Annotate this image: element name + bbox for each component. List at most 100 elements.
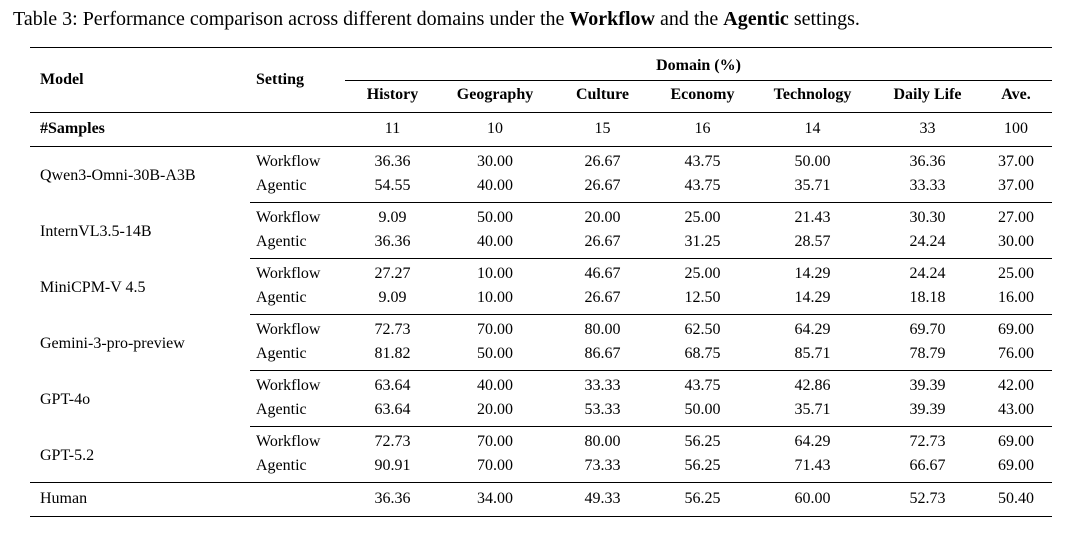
model-group: GPT-4o Workflow 63.64 40.00 33.33 43.75 42.86 3… (30, 370, 1053, 427)
value-cell: 56.25 (655, 482, 750, 517)
header-row-domains: History Geography Culture Economy Techno… (30, 80, 1053, 113)
samples-value: 33 (875, 112, 980, 147)
value-cell: 66.67 (909, 457, 946, 474)
column-header-geography: Geography (440, 80, 550, 113)
value-cell: 26.67 (584, 177, 621, 194)
value-cell: 20.00 (550, 202, 655, 230)
value-cell: 36.36 (374, 233, 411, 250)
value-cell: 9.09 (378, 289, 407, 306)
value-cell: 25.00 (980, 258, 1053, 286)
model-name: Human (30, 482, 250, 517)
column-header-history: History (345, 80, 440, 113)
value-cell: 46.67 (550, 258, 655, 286)
value-cell: 53.33 (584, 401, 621, 418)
value-cell: 43.75 (684, 177, 721, 194)
value-cell: 35.71 (794, 401, 831, 418)
value-cell: 25.00 (655, 202, 750, 230)
value-cell: 43.75 (655, 370, 750, 398)
value-cell: 69.00 (980, 314, 1053, 342)
value-cell: 64.29 (750, 314, 875, 342)
value-cell: 80.00 (550, 314, 655, 342)
model-name: GPT-4o (40, 391, 91, 408)
value-cell: 20.00 (477, 401, 513, 418)
samples-empty-cell (250, 112, 345, 147)
value-cell: 36.36 (374, 153, 411, 170)
human-row: Human 36.36 34.00 49.33 56.25 60.00 52.7… (30, 482, 1053, 517)
samples-value: 100 (980, 112, 1053, 147)
value-cell: 63.64 (374, 401, 411, 418)
human-section: Human 36.36 34.00 49.33 56.25 60.00 52.7… (30, 482, 1053, 517)
setting-cell: Workflow (250, 314, 345, 342)
value-cell: 52.73 (875, 482, 980, 517)
model-name: GPT-5.2 (40, 446, 95, 464)
column-header-domain: Domain (%) (345, 47, 1053, 81)
caption-bold-workflow: Workflow (569, 8, 655, 30)
value-cell: 16.00 (998, 289, 1035, 306)
value-cell: 71.43 (794, 457, 831, 474)
value-cell: 64.29 (750, 426, 875, 454)
value-cell: 70.00 (440, 426, 550, 454)
samples-value: 10 (440, 112, 550, 147)
setting-cell: Agentic (256, 457, 307, 474)
value-cell: 85.71 (794, 345, 831, 362)
value-cell: 56.25 (655, 426, 750, 454)
setting-cell: Workflow (256, 153, 321, 170)
value-cell: 50.00 (440, 202, 550, 230)
setting-cell: Agentic (256, 233, 307, 250)
value-cell: 34.00 (440, 482, 550, 517)
value-cell: 27.27 (345, 258, 440, 286)
value-cell: 70.00 (440, 314, 550, 342)
data-row: Agentic 81.82 50.00 86.67 68.75 85.71 78.79 76.… (30, 342, 1052, 371)
table-header: Model Setting Domain (%) History Geograp… (30, 47, 1053, 113)
value-cell: 27.00 (980, 202, 1053, 230)
value-cell: 14.29 (794, 289, 831, 306)
value-cell: 76.00 (998, 345, 1035, 362)
value-cell: 68.75 (684, 345, 721, 362)
value-cell: 72.73 (345, 314, 440, 342)
data-row: Agentic 90.91 70.00 73.33 56.25 71.43 66.67 69.… (30, 454, 1052, 483)
header-row-top: Model Setting Domain (%) (30, 47, 1053, 113)
value-cell: 35.71 (794, 177, 831, 194)
value-cell: 62.50 (655, 314, 750, 342)
setting-cell: Agentic (256, 289, 307, 306)
data-row: Agentic 9.09 10.00 26.67 12.50 14.29 18.18 16.0… (30, 286, 1052, 315)
column-header-model: Model (30, 47, 250, 113)
value-cell: 63.64 (345, 370, 440, 398)
value-cell: 10.00 (440, 258, 550, 286)
value-cell: 33.33 (550, 370, 655, 398)
column-header-ave: Ave. (980, 80, 1053, 113)
value-cell: 18.18 (909, 289, 946, 306)
value-cell: 37.00 (998, 177, 1035, 194)
value-cell: 78.79 (909, 345, 946, 362)
samples-value: 14 (750, 112, 875, 147)
value-cell: 36.36 (345, 482, 440, 517)
value-cell: 10.00 (477, 289, 513, 306)
value-cell: 72.73 (345, 426, 440, 454)
data-row: GPT-5.2 Workflow 72.73 70.00 80.00 56.25 64.29… (30, 426, 1053, 464)
model-name: Qwen3-Omni-30B-A3B (40, 167, 196, 185)
value-cell: 50.40 (980, 482, 1053, 517)
value-cell: 72.73 (875, 426, 980, 454)
value-cell: 26.67 (584, 233, 621, 250)
value-cell: 30.00 (998, 233, 1035, 250)
model-group: Qwen3-Omni-30B-A3B Workflow 36.36 30.00 26.6… (30, 147, 1052, 203)
value-cell: 9.09 (345, 202, 440, 230)
setting-cell: Agentic (256, 177, 307, 194)
model-group: MiniCPM-V 4.5 Workflow 27.27 10.00 46.67 25.0… (30, 258, 1053, 315)
value-cell: 70.00 (477, 457, 513, 474)
model-group: InternVL3.5-14B Workflow 9.09 50.00 20.00 25.… (30, 202, 1053, 259)
value-cell: 42.86 (750, 370, 875, 398)
setting-cell: Workflow (250, 258, 345, 286)
column-header-daily-life: Daily Life (875, 80, 980, 113)
setting-cell: Agentic (256, 401, 307, 418)
column-header-technology: Technology (750, 80, 875, 113)
caption-text-suffix: settings. (788, 8, 860, 30)
value-cell: 31.25 (684, 233, 721, 250)
samples-label: #Samples (30, 112, 250, 147)
value-cell: 86.67 (584, 345, 621, 362)
value-cell: 50.00 (794, 153, 831, 170)
model-name: MiniCPM-V 4.5 (40, 279, 146, 296)
data-row: Gemini-3-pro-preview Workflow 72.73 70.00 80… (30, 314, 1053, 352)
data-row: Agentic 36.36 40.00 26.67 31.25 28.57 24.24 30.… (30, 230, 1052, 259)
value-cell: 26.67 (584, 153, 621, 170)
